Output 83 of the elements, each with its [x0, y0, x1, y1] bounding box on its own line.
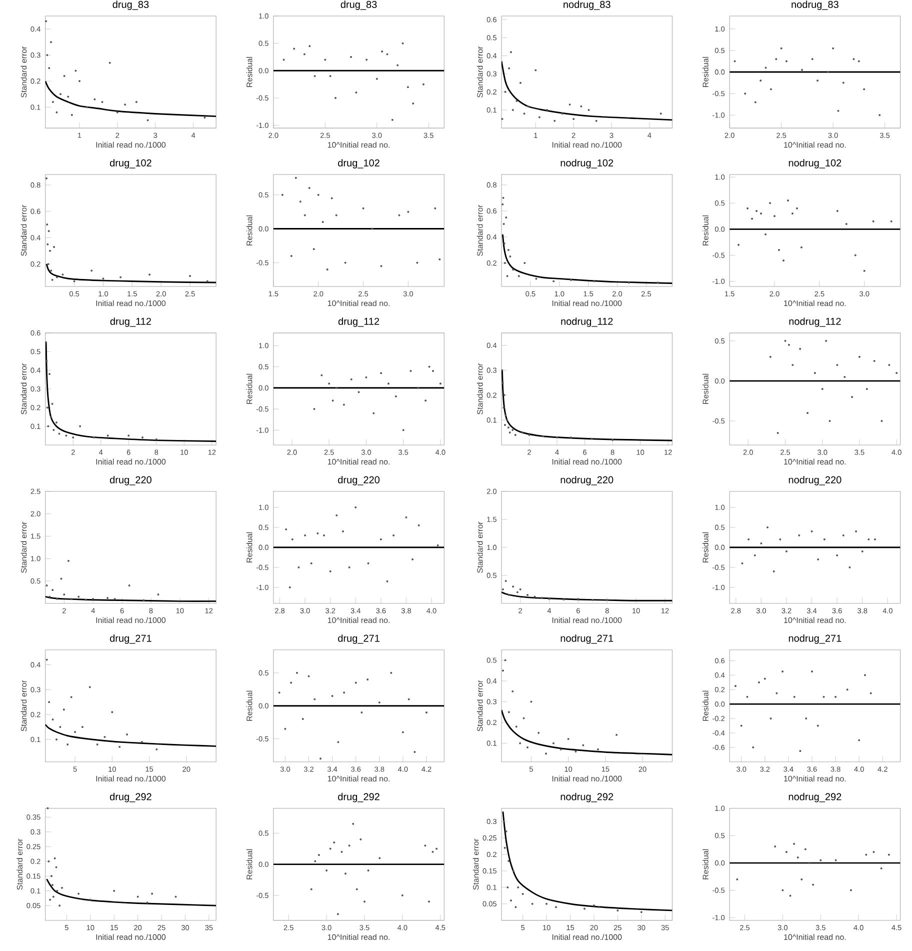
- chart-title: nodrug_220: [560, 476, 614, 486]
- x-axis-title: 10^Initial read no.: [328, 617, 390, 624]
- y-axis-title: Standard error: [476, 363, 483, 414]
- chart-title: drug_292: [110, 792, 152, 802]
- y-axis-title: Standard error: [476, 680, 483, 732]
- x-axis-title: 10^Initial read no.: [784, 142, 846, 148]
- line-series: [502, 234, 672, 284]
- x-axis-title: 10^Initial read no.: [328, 458, 390, 465]
- y-axis-title: Residual: [246, 532, 252, 562]
- x-axis-title: 10^Initial read no.: [328, 300, 390, 306]
- y-axis-title: Residual: [246, 215, 252, 246]
- y-axis-title: Standard error: [472, 838, 479, 890]
- y-axis-title: Standard error: [476, 204, 483, 256]
- chart-title: drug_271: [110, 634, 152, 644]
- y-axis-title: Standard error: [20, 680, 26, 732]
- y-axis-title: Standard error: [20, 204, 26, 256]
- x-axis-title: Initial read no./1000: [96, 934, 166, 940]
- x-axis-title: Initial read no./1000: [552, 458, 622, 465]
- y-axis-title: Standard error: [20, 46, 26, 98]
- y-axis-title: Standard error: [16, 838, 22, 890]
- line-series: [46, 263, 216, 284]
- x-axis-title: Initial read no./1000: [552, 142, 622, 148]
- y-axis-title: Standard error: [20, 522, 26, 573]
- chart-title: nodrug_102: [788, 159, 841, 168]
- x-axis-title: Initial read no./1000: [552, 776, 622, 782]
- chart-title: nodrug_112: [789, 318, 841, 327]
- chart-title: nodrug_83: [563, 0, 610, 10]
- line-series: [45, 80, 216, 118]
- x-axis-title: Initial read no./1000: [96, 776, 166, 782]
- x-axis-title: 10^Initial read no.: [328, 934, 390, 940]
- y-axis-title: Standard error: [476, 46, 483, 98]
- x-axis-title: 10^Initial read no.: [784, 458, 846, 465]
- x-axis-title: 10^Initial read no.: [784, 776, 846, 782]
- x-axis-title: Initial read no./1000: [552, 934, 622, 940]
- chart-title: nodrug_102: [560, 159, 613, 168]
- chart-title: drug_271: [338, 634, 380, 644]
- y-axis-title: Residual: [702, 57, 708, 87]
- y-axis-title: Residual: [246, 374, 252, 404]
- x-axis-title: Initial read no./1000: [96, 617, 166, 624]
- y-axis-title: Residual: [702, 849, 708, 880]
- y-axis-title: Residual: [702, 374, 708, 404]
- chart-title: drug_83: [340, 0, 377, 10]
- chart-title: nodrug_83: [792, 0, 838, 10]
- x-axis-title: Initial read no./1000: [96, 142, 166, 148]
- y-axis-title: Residual: [702, 690, 708, 721]
- line-series: [501, 370, 672, 442]
- line-series: [501, 591, 672, 602]
- chart-title: drug_220: [338, 476, 380, 486]
- x-axis-title: 10^Initial read no.: [328, 776, 390, 782]
- x-axis-title: Initial read no./1000: [96, 458, 166, 465]
- y-axis-title: Standard error: [476, 522, 483, 573]
- chart-title: drug_102: [110, 159, 152, 168]
- chart-title: nodrug_292: [788, 792, 841, 802]
- chart-title: drug_220: [110, 476, 152, 486]
- y-axis-title: Residual: [246, 849, 252, 880]
- y-axis-title: Residual: [246, 690, 252, 721]
- line-series: [45, 342, 216, 442]
- line-series: [501, 709, 672, 756]
- chart-title: drug_112: [110, 318, 151, 327]
- chart-title: nodrug_292: [560, 792, 613, 802]
- x-axis-title: 10^Initial read no.: [784, 300, 846, 306]
- chart-title: drug_102: [338, 159, 380, 168]
- chart-title: nodrug_271: [560, 634, 613, 644]
- y-axis-title: Standard error: [20, 363, 26, 414]
- x-axis-title: Initial read no./1000: [552, 617, 622, 624]
- chart-title: drug_83: [112, 0, 148, 10]
- x-axis-title: 10^Initial read no.: [328, 142, 390, 148]
- x-axis-title: Initial read no./1000: [552, 300, 622, 306]
- chart-title: nodrug_112: [561, 318, 613, 327]
- line-series: [46, 878, 216, 906]
- y-axis-title: Residual: [702, 532, 708, 562]
- x-axis-title: 10^Initial read no.: [784, 617, 846, 624]
- y-axis-title: Residual: [702, 215, 708, 246]
- line-series: [502, 810, 672, 912]
- chart-title: drug_112: [338, 318, 379, 327]
- chart-title: nodrug_220: [788, 476, 842, 486]
- line-series: [45, 724, 216, 747]
- chart-title: nodrug_271: [788, 634, 842, 644]
- x-axis-title: Initial read no./1000: [96, 300, 166, 306]
- chart-title: drug_292: [338, 792, 380, 802]
- x-axis-title: 10^Initial read no.: [784, 934, 846, 940]
- line-series: [501, 60, 672, 121]
- y-axis-title: Residual: [246, 57, 252, 87]
